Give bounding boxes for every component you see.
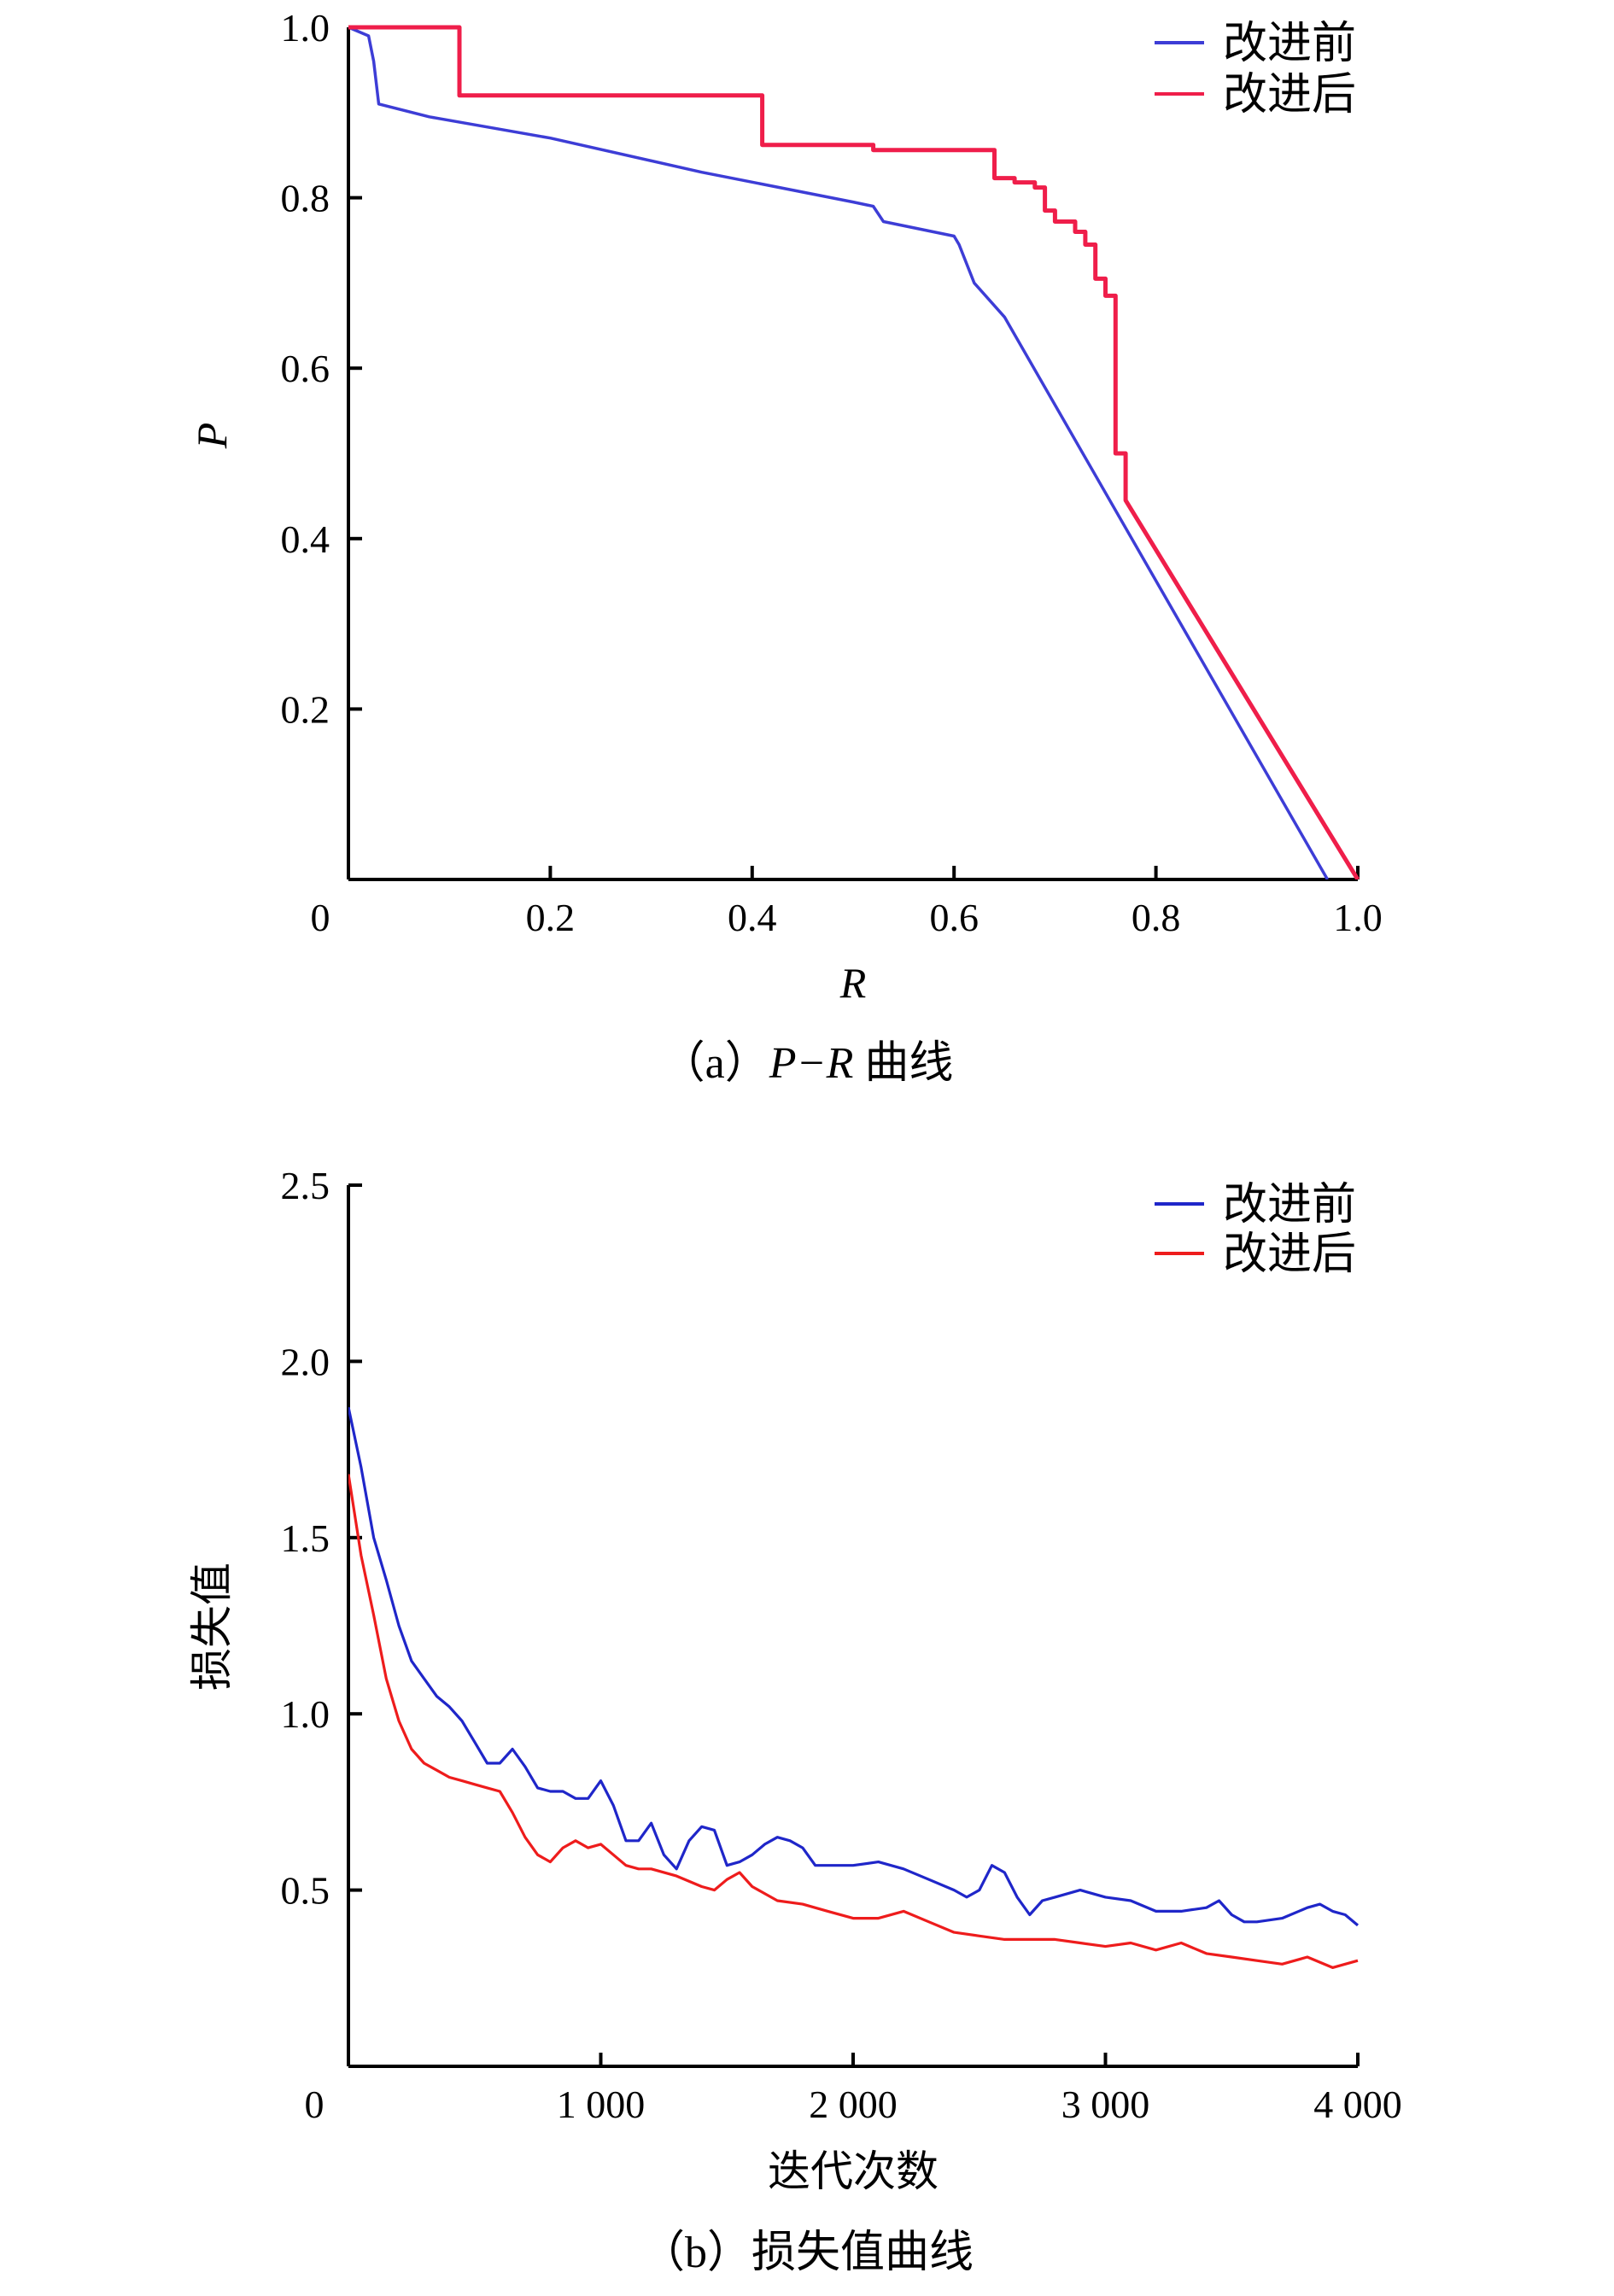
x-tick-label: 0: [311, 896, 330, 939]
series-line-after: [348, 1474, 1359, 1969]
caption-suffix: 损失值曲线: [751, 2229, 974, 2277]
figure-caption: （b）损失值曲线: [640, 2229, 974, 2277]
legend-label: 改进前: [1223, 1181, 1356, 1230]
legend-label: 改进后: [1223, 1230, 1356, 1279]
y-tick-label: 2.5: [281, 1164, 330, 1207]
x-tick-label: 4 000: [1313, 2083, 1402, 2126]
series-line-before: [348, 26, 1330, 879]
y-tick-label: 1.0: [281, 6, 330, 50]
legend-label: 改进前: [1223, 20, 1356, 68]
y-tick-label: 0.2: [281, 687, 330, 731]
x-tick-label: 3 000: [1061, 2083, 1150, 2126]
x-axis-label: R: [839, 959, 867, 1007]
x-tick-label: 0.6: [929, 896, 979, 939]
y-tick-label: 2.0: [281, 1340, 330, 1383]
y-tick-label: 0.6: [281, 347, 330, 390]
caption-suffix: 曲线: [853, 1039, 953, 1088]
y-tick-label: 1.5: [281, 1516, 330, 1560]
x-axis-label: 迭代次数: [768, 2147, 939, 2195]
figure-caption: （a）P−R 曲线: [661, 1039, 954, 1088]
y-axis-label: 损失值: [188, 1563, 236, 1691]
chart-panel-b: 0 1 000 2 000 3 000 4 000 0.5 1.0 1.5 2.0 2.5 迭代次数…: [188, 1164, 1402, 2277]
series-line-before: [348, 1406, 1360, 1927]
y-tick-label: 1.0: [281, 1692, 330, 1736]
caption-prefix: （b）: [640, 2229, 751, 2277]
x-tick-label: 2 000: [809, 2083, 898, 2126]
legend-label: 改进后: [1223, 71, 1356, 120]
y-tick-label: 0.8: [281, 177, 330, 220]
x-tick-label: 0.4: [728, 896, 777, 939]
x-tick-label: 0.2: [526, 896, 576, 939]
caption-prefix: （a）: [661, 1039, 769, 1088]
y-axis-label: P: [188, 423, 236, 450]
y-tick-label: 0.4: [281, 517, 330, 561]
x-tick-label: 0: [305, 2083, 325, 2126]
x-tick-label: 1.0: [1333, 896, 1383, 939]
x-tick-label: 1 000: [557, 2083, 646, 2126]
series-line-after: [348, 25, 1360, 879]
x-tick-label: 0.8: [1132, 896, 1181, 939]
y-tick-label: 0.5: [281, 1869, 330, 1913]
caption-italic: P−R: [769, 1039, 854, 1088]
